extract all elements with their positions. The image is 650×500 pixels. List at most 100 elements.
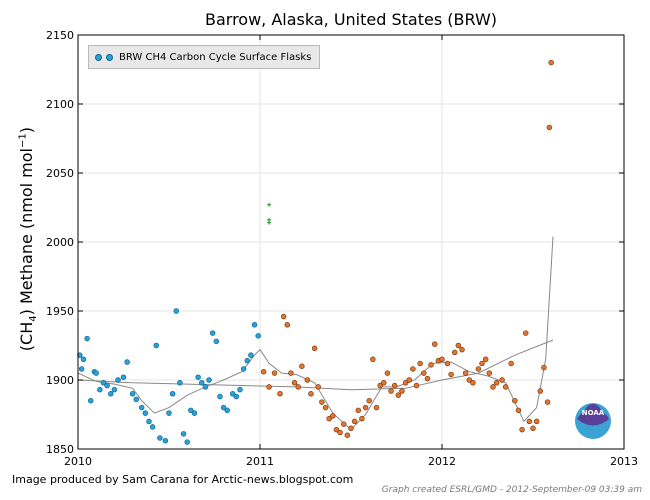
orange-point	[295, 384, 301, 390]
orange-point	[482, 356, 489, 363]
orange-point	[479, 360, 485, 367]
blue-point	[188, 407, 194, 414]
orange-point	[475, 366, 482, 372]
y-axis-label: (CH4) Methane (nmol mol−1)	[16, 127, 40, 352]
orange-point	[319, 399, 325, 405]
orange-point	[311, 345, 318, 352]
orange-point	[526, 418, 533, 425]
svg-text:NOAA: NOAA	[582, 409, 605, 417]
blue-point	[138, 404, 145, 411]
blue-point	[149, 424, 156, 430]
blue-point	[93, 370, 99, 376]
orange-point	[348, 425, 354, 432]
blue-point	[97, 386, 103, 393]
blue-point	[206, 377, 212, 383]
orange-point	[373, 404, 380, 411]
blue-point	[191, 410, 198, 416]
orange-point	[439, 356, 445, 363]
blue-point	[251, 322, 258, 328]
orange-point	[291, 380, 298, 386]
orange-point	[370, 356, 376, 363]
chart-title: Barrow, Alaska, United States (BRW)	[204, 10, 498, 29]
orange-point	[548, 59, 554, 66]
orange-point	[428, 362, 434, 368]
blue-point	[213, 338, 220, 345]
orange-point	[355, 407, 362, 414]
y-tick-label: 2050	[46, 167, 74, 180]
orange-point	[284, 322, 291, 328]
orange-point	[280, 313, 287, 320]
y-tick-label: 1850	[46, 443, 74, 456]
blue-point	[169, 391, 176, 397]
noaa-logo: NOAA	[575, 403, 611, 439]
y-tick-label: 1950	[46, 305, 74, 318]
orange-point	[462, 370, 469, 376]
orange-point	[410, 366, 416, 372]
blue-point	[195, 374, 201, 380]
blue-point	[120, 374, 127, 380]
blue-point	[80, 356, 87, 363]
orange-point	[444, 360, 451, 367]
orange-point	[519, 426, 525, 433]
orange-point	[333, 426, 340, 433]
legend: BRW CH4 Carbon Cycle Surface Flasks	[88, 45, 321, 69]
orange-point	[366, 397, 372, 404]
orange-point	[322, 404, 329, 411]
blue-point	[173, 308, 180, 314]
blue-point	[157, 435, 163, 441]
blue-point	[248, 352, 254, 358]
fit-curves	[77, 236, 554, 431]
blue-point	[115, 377, 121, 383]
orange-point	[344, 432, 351, 438]
orange-point	[421, 370, 427, 376]
orange-point	[455, 342, 462, 349]
orange-point	[288, 370, 294, 376]
orange-point	[388, 388, 394, 394]
blue-point	[202, 384, 209, 390]
orange-point	[362, 404, 369, 411]
blue-point	[255, 333, 261, 339]
orange-point	[326, 415, 332, 422]
orange-point	[499, 377, 505, 383]
data-points	[77, 59, 554, 445]
orange-point	[544, 399, 551, 405]
blue-point	[166, 410, 172, 416]
trend-curve-line	[77, 339, 554, 391]
fit-curve-line	[77, 236, 554, 431]
orange-point	[541, 364, 547, 371]
orange-point	[266, 384, 272, 390]
blue-point	[108, 391, 114, 397]
orange-point	[533, 418, 540, 425]
blue-point	[111, 386, 118, 393]
orange-point	[512, 397, 518, 404]
x-tick-label: 2012	[428, 455, 456, 468]
orange-point	[424, 375, 431, 382]
y-tick-label: 2100	[46, 98, 74, 111]
orange-point	[395, 392, 402, 398]
blue-point	[177, 380, 183, 386]
orange-point	[271, 370, 278, 376]
orange-point	[299, 363, 305, 369]
orange-point	[546, 124, 553, 131]
orange-point	[399, 388, 405, 394]
x-tick-label: 2013	[610, 455, 638, 468]
blue-point	[184, 439, 190, 445]
y-tick-label: 1900	[46, 374, 74, 387]
orange-point	[459, 346, 465, 353]
orange-point	[537, 388, 544, 394]
blue-point	[209, 330, 216, 336]
blue-point	[78, 366, 85, 372]
orange-point	[466, 377, 473, 383]
orange-point	[377, 382, 383, 389]
orange-point	[493, 380, 500, 386]
blue-point	[220, 404, 227, 411]
blue-point	[153, 342, 160, 349]
y-tick-label: 2150	[46, 29, 74, 42]
orange-point	[508, 360, 514, 367]
blue-point	[229, 391, 236, 397]
orange-point	[413, 382, 420, 389]
blue-point	[129, 391, 136, 397]
orange-point	[359, 415, 365, 422]
orange-point	[417, 360, 423, 367]
orange-point	[381, 380, 387, 386]
